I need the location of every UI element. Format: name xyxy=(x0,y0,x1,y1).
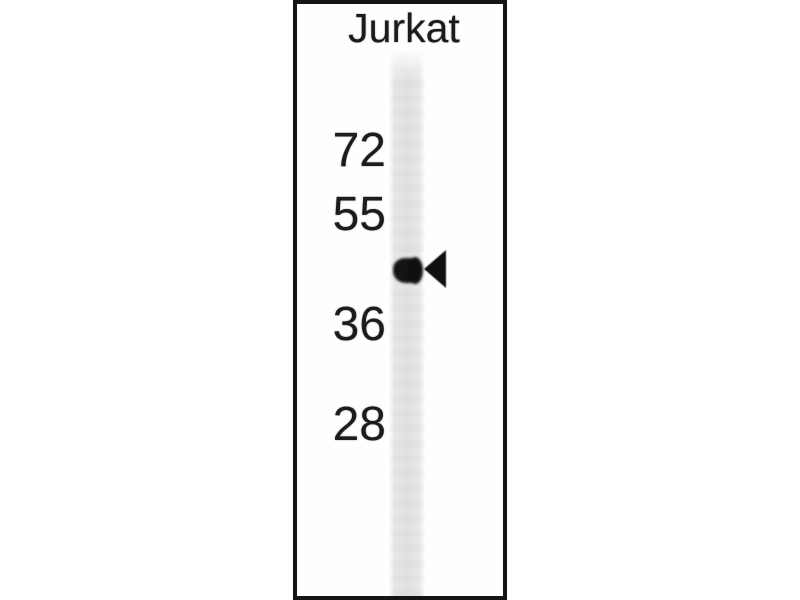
gel-lane xyxy=(389,50,425,596)
mw-marker-55: 55 xyxy=(332,188,386,241)
band-arrowhead-icon xyxy=(424,250,446,288)
blot-frame: Jurkat 72 55 36 28 xyxy=(293,0,507,600)
lane-label: Jurkat xyxy=(348,5,460,51)
mw-marker-28: 28 xyxy=(332,398,386,451)
mw-marker-36: 36 xyxy=(332,298,386,351)
mw-marker-72: 72 xyxy=(332,124,386,177)
protein-band xyxy=(393,257,423,284)
